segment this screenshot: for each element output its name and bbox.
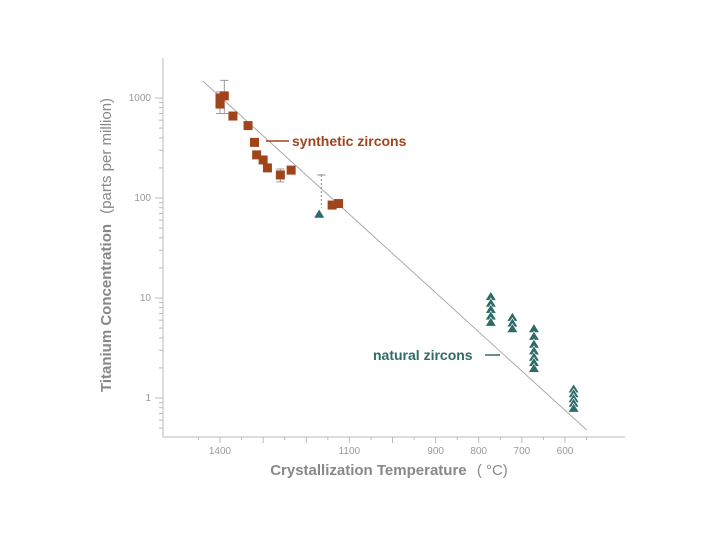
x-tick-label: 1100 — [339, 446, 361, 457]
synthetic-zircon-point — [243, 121, 253, 131]
natural-zircon-point — [506, 323, 519, 333]
natural-zircon-point — [313, 208, 326, 219]
y-axis: 1 10 100 1000 — [129, 58, 164, 437]
synthetic-zircon-point — [286, 165, 296, 175]
synthetic-zircon-point — [327, 200, 337, 210]
synthetic-zircon-point — [250, 137, 259, 147]
synthetic-zircon-point — [258, 155, 268, 165]
x-tick-label: 800 — [470, 446, 487, 457]
natural-zircon-point — [527, 362, 540, 373]
y-tick-label: 1000 — [129, 93, 152, 104]
natural-zircon-point — [484, 316, 497, 327]
x-axis: 1400 1100 900 800 700 600 — [163, 436, 625, 457]
y-tick-label: 100 — [134, 193, 151, 204]
y-tick-label: 1 — [145, 393, 151, 404]
data-marks — [215, 91, 580, 413]
connector-lines — [317, 174, 326, 208]
synthetic-zircon-point — [334, 199, 344, 209]
synthetic-zircon-point — [219, 91, 229, 101]
synthetic-zircon-point — [215, 99, 225, 109]
annotation-synthetic-zircons: synthetic zircons — [292, 133, 407, 149]
natural-zircon-point — [567, 402, 580, 413]
annotation-natural-zircons: natural zircons — [373, 347, 473, 363]
trend-line — [202, 80, 587, 431]
x-tick-label: 700 — [514, 446, 531, 457]
synthetic-zircon-point — [252, 150, 262, 160]
x-tick-label: 900 — [427, 446, 444, 457]
y-axis-title: Titanium Concentration (parts per millio… — [98, 98, 115, 392]
x-tick-label: 1400 — [209, 446, 232, 457]
synthetic-zircon-point — [262, 163, 272, 173]
x-axis-title: Crystallization Temperature ( °C) — [270, 462, 508, 479]
synthetic-zircon-point — [275, 170, 285, 180]
x-tick-label: 600 — [557, 446, 574, 457]
y-tick-label: 10 — [140, 293, 152, 304]
synthetic-zircon-point — [228, 111, 238, 121]
